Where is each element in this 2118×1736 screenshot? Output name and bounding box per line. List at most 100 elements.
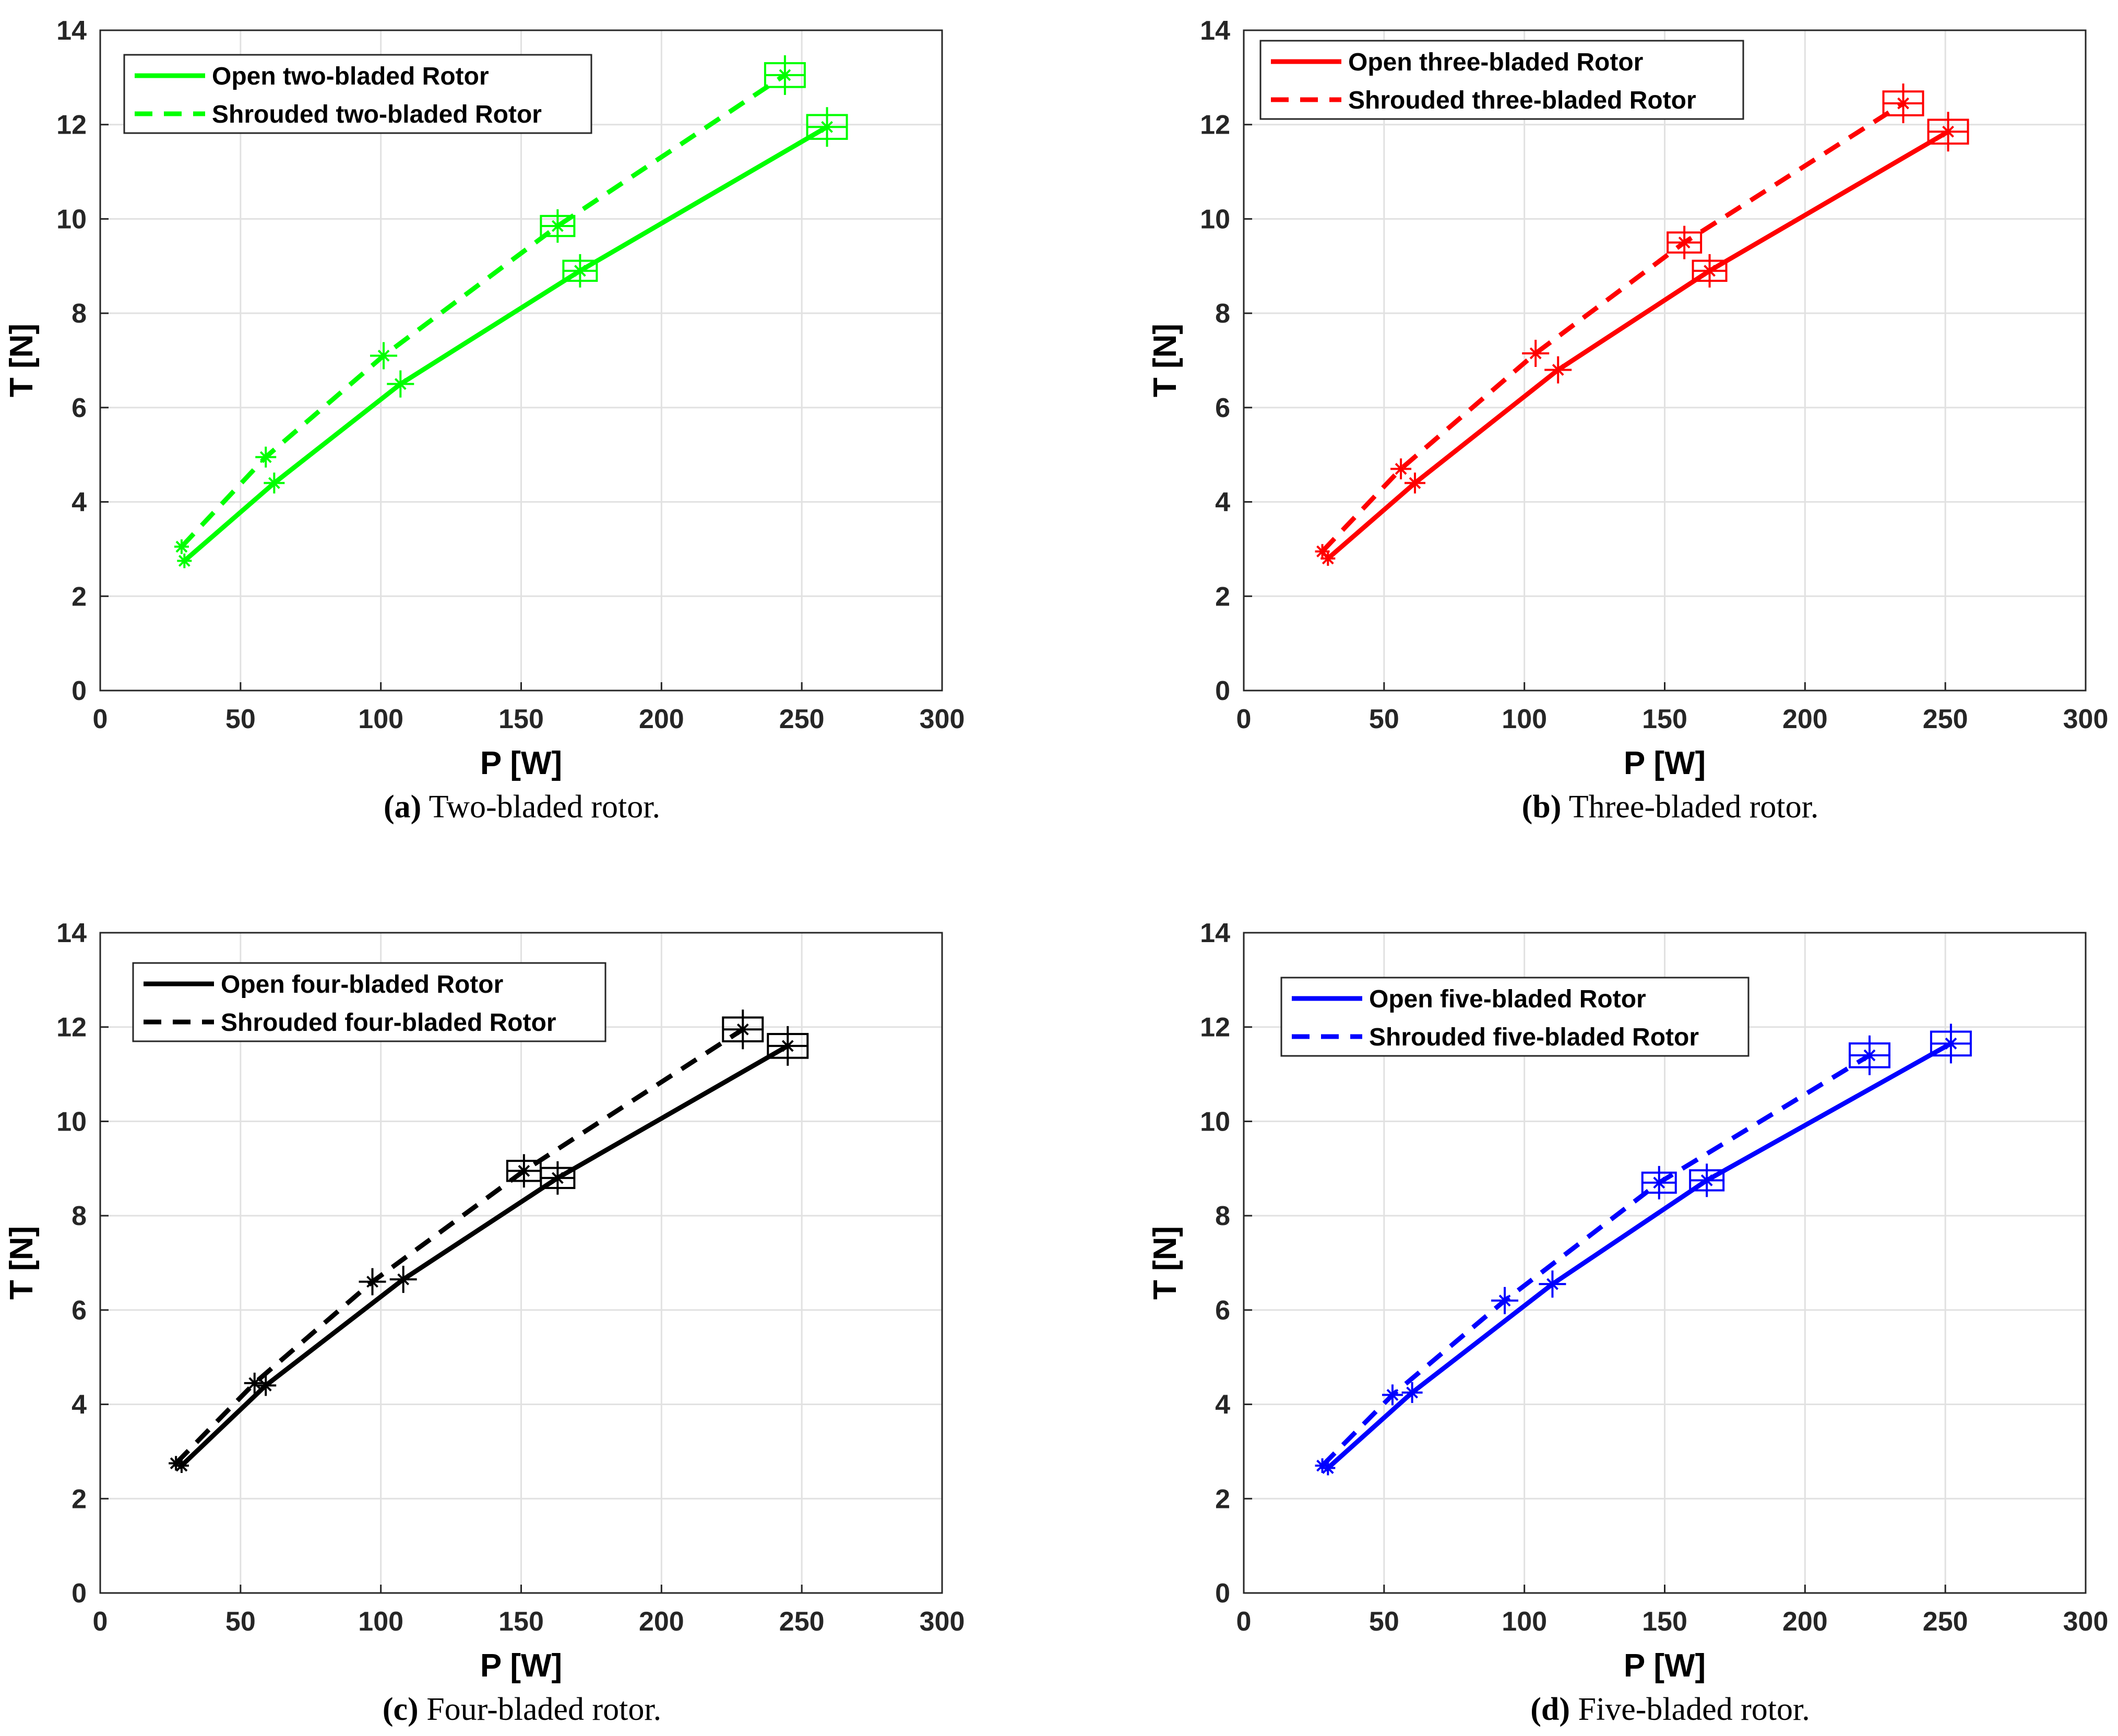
error-box	[1689, 1169, 1725, 1192]
chart-panel-a: 0 50 100 150 200 250 300 0 2 4 6 8 10 12 14 P [W] T [N] O…	[4, 16, 965, 825]
star-marker	[781, 1040, 794, 1052]
error-box	[1692, 259, 1728, 282]
data-point	[506, 1154, 542, 1188]
panel-caption: (b) Three-bladed rotor.	[1522, 789, 1819, 825]
y-tick-label: 4	[72, 1390, 87, 1420]
x-axis-label: P [W]	[480, 1648, 562, 1684]
star-marker	[1322, 1462, 1334, 1474]
y-tick-label: 4	[72, 487, 87, 518]
data-point	[264, 472, 285, 494]
star-marker	[170, 1457, 182, 1469]
error-box	[1641, 1171, 1677, 1194]
x-tick-label: 0	[93, 704, 108, 734]
x-tick-label: 50	[225, 704, 256, 734]
legend: Open two-bladed Rotor Shrouded two-bladed…	[123, 54, 592, 134]
data-point	[1315, 1458, 1330, 1473]
x-tick-label: 150	[1642, 704, 1687, 734]
y-tick-label: 0	[72, 1578, 87, 1609]
y-tick-label: 12	[56, 110, 87, 140]
data-point	[767, 1026, 809, 1066]
star-marker	[1546, 1278, 1558, 1290]
data-point	[169, 1456, 184, 1471]
star-marker	[1316, 545, 1328, 557]
error-box	[540, 215, 576, 237]
star-marker	[821, 121, 833, 133]
star-marker	[1529, 347, 1542, 360]
star-marker	[1678, 236, 1691, 249]
y-tick-label: 8	[1215, 1201, 1230, 1231]
star-marker	[1863, 1049, 1876, 1062]
star-marker	[1897, 97, 1909, 110]
data-point	[255, 1375, 277, 1396]
data-point	[255, 446, 277, 468]
error-box	[767, 1033, 809, 1059]
data-point	[1544, 356, 1572, 384]
data-point	[1539, 1270, 1566, 1298]
x-tick-label: 250	[779, 1607, 825, 1637]
data-point	[764, 55, 806, 95]
data-point	[1882, 84, 1924, 124]
data-point	[1491, 1287, 1519, 1314]
panel-caption: (c) Four-bladed rotor.	[383, 1692, 661, 1727]
caption-title: Four-bladed rotor.	[419, 1692, 661, 1727]
data-point	[389, 1266, 417, 1293]
y-tick-label: 0	[1215, 1578, 1230, 1609]
error-box	[1848, 1042, 1890, 1068]
x-tick-label: 100	[1502, 704, 1547, 734]
star-marker	[1322, 552, 1334, 565]
star-marker	[1653, 1176, 1665, 1189]
data-point	[1689, 1163, 1725, 1197]
star-marker	[1552, 364, 1564, 376]
star-marker	[779, 69, 791, 81]
x-tick-label: 250	[779, 704, 825, 734]
x-tick-label: 200	[639, 704, 684, 734]
star-marker	[248, 1377, 261, 1389]
x-axis-label: P [W]	[480, 745, 562, 781]
star-marker	[366, 1276, 378, 1288]
star-marker	[1409, 477, 1421, 489]
data-point	[1390, 458, 1412, 480]
star-marker	[178, 555, 191, 567]
error-box	[506, 1160, 542, 1182]
y-axis-label: T [N]	[4, 1226, 40, 1300]
data-point	[1667, 225, 1703, 259]
star-marker	[574, 265, 586, 277]
star-marker	[268, 477, 280, 489]
y-tick-label: 2	[72, 581, 87, 612]
star-marker	[259, 1380, 272, 1392]
star-marker	[1386, 1389, 1399, 1401]
x-tick-label: 200	[1782, 1607, 1828, 1637]
caption-title: Five-bladed rotor.	[1570, 1692, 1810, 1727]
data-point	[177, 553, 192, 568]
legend-box	[123, 54, 592, 134]
legend-box	[1259, 40, 1744, 120]
data-point	[722, 1009, 764, 1050]
x-tick-label: 250	[1923, 704, 1968, 734]
x-tick-label: 150	[498, 704, 544, 734]
star-marker	[1498, 1294, 1511, 1307]
legend-box	[132, 962, 606, 1042]
data-point	[806, 107, 848, 147]
y-tick-label: 8	[1215, 299, 1230, 329]
y-tick-label: 6	[1215, 1295, 1230, 1326]
x-axis-label: P [W]	[1624, 745, 1706, 781]
x-tick-label: 300	[920, 704, 965, 734]
error-box	[1930, 1030, 1972, 1057]
legend-entry: Open two-bladed Rotor	[212, 63, 489, 90]
x-tick-label: 300	[2063, 704, 2109, 734]
x-tick-label: 200	[639, 1607, 684, 1637]
x-tick-label: 250	[1923, 1607, 1968, 1637]
legend: Open five-bladed Rotor Shrouded five-blad…	[1280, 977, 1750, 1057]
y-tick-label: 2	[1215, 581, 1230, 612]
data-point	[370, 342, 398, 370]
data-point	[1641, 1166, 1677, 1199]
chart-panel-c: 0 50 100 150 200 250 300 0 2 4 6 8 10 12 14 P [W] T [N] O…	[4, 918, 965, 1727]
star-marker	[1704, 265, 1716, 277]
x-tick-label: 100	[358, 1607, 403, 1637]
panel-caption: (d) Five-bladed rotor.	[1530, 1692, 1810, 1727]
x-tick-label: 0	[1236, 704, 1252, 734]
y-tick-label: 12	[1200, 1013, 1230, 1043]
error-box	[1882, 90, 1924, 116]
y-tick-label: 6	[1215, 393, 1230, 423]
star-marker	[1700, 1174, 1713, 1186]
